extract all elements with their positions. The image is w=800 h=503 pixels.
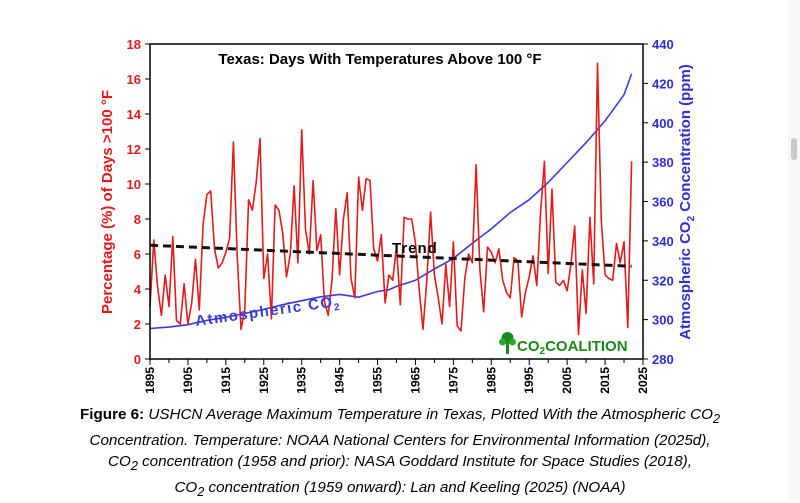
y-axis-label-right-sub: 2 [686, 215, 697, 221]
caption-figure-label: Figure 6: [80, 406, 145, 423]
y-tick-label-right: 280 [652, 352, 674, 367]
y-tick-label-right: 320 [652, 273, 674, 288]
caption-line-4-post: concentration (1959 onward): Lan and Kee… [204, 479, 626, 497]
plot-frame [149, 43, 644, 360]
caption-line-3-pre: CO [108, 453, 131, 471]
y-tick-label-left: 14 [127, 107, 142, 122]
y-tick-label-left: 18 [127, 37, 141, 52]
co2-annotation-sub: 2 [333, 302, 342, 314]
y-tick-label-right: 420 [652, 76, 674, 91]
y-tick-label-left: 16 [127, 72, 141, 87]
trend-label: Trend [392, 240, 438, 257]
logo-co2-sub: 2 [540, 346, 546, 357]
y-tick-label-left: 10 [127, 177, 141, 192]
x-tick-label: 2025 [636, 367, 650, 394]
x-tick-label: 1895 [143, 367, 157, 394]
x-tick-label: 2015 [598, 367, 612, 394]
caption-line-3-post: concentration (1958 and prior): NASA God… [137, 453, 692, 471]
x-tick-label: 1995 [522, 367, 536, 394]
scrollbar-thumb[interactable] [791, 138, 797, 160]
caption-line-1: Figure 6: USHCN Average Maximum Temperat… [40, 404, 760, 430]
chart: Texas: Days With Temperatures Above 100 … [99, 37, 697, 394]
x-tick-label: 1915 [219, 367, 233, 394]
co2-series-line [149, 73, 633, 330]
caption-line-3: CO2 concentration (1958 and prior): NASA… [40, 451, 760, 477]
caption-line-1-text: USHCN Average Maximum Temperature in Tex… [144, 406, 713, 423]
y-tick-label-right: 340 [652, 234, 674, 249]
y-tick-label-left: 12 [127, 142, 141, 157]
y-tick-label-left: 6 [134, 247, 141, 262]
caption-line-4-sub: 2 [197, 485, 205, 500]
y-axis-label-left: Percentage (%) of Days >100 °F [99, 90, 116, 314]
tree-icon [499, 332, 516, 354]
x-tick-label: 1935 [295, 367, 309, 394]
y-tick-label-left: 4 [134, 282, 142, 297]
y-axis-label-right: Atmospheric CO2 Concentration (ppm) [677, 64, 697, 340]
logo-co2-pre: CO [517, 338, 540, 355]
co2-coalition-logo: CO2COALITION [499, 332, 628, 357]
x-tick-label: 1955 [371, 367, 385, 394]
y-tick-label-left: 2 [134, 317, 141, 332]
chart-title: Texas: Days With Temperatures Above 100 … [218, 51, 541, 68]
y-tick-label-right: 440 [652, 37, 674, 52]
x-tick-label: 1965 [408, 367, 422, 394]
y-tick-label-right: 380 [652, 155, 674, 170]
x-tick-label: 1925 [257, 367, 271, 394]
y-ticks-left: 0 2 4 6 8 10 12 14 16 18 [127, 37, 150, 367]
x-tick-label: 1945 [333, 367, 347, 394]
y-tick-label-right: 400 [652, 116, 674, 131]
y-tick-label-left: 0 [134, 352, 141, 367]
y-tick-label-left: 8 [134, 212, 141, 227]
x-tick-label: 1975 [446, 367, 460, 394]
page-scrollbar[interactable] [788, 0, 800, 500]
caption-line-4-pre: CO [174, 479, 198, 497]
x-tick-label: 2005 [560, 367, 574, 394]
caption-line-3-sub: 2 [130, 459, 138, 474]
y-axis-label-right-pre: Atmospheric CO [677, 221, 694, 340]
svg-text:CO2COALITION: CO2COALITION [517, 338, 628, 357]
caption-line-4: CO2 concentration (1959 onward): Lan and… [40, 477, 760, 503]
x-ticks: 1895 1905 1915 1925 1935 1945 1955 1965 1975 1985… [143, 359, 650, 394]
caption-line-2: Concentration. Temperature: NOAA Nationa… [89, 432, 711, 450]
y-tick-label-right: 360 [652, 195, 674, 210]
co2-annotation-pre: Atmospheric CO [194, 294, 334, 330]
temperature-series-line [149, 62, 633, 336]
y-ticks-right: 280 300 320 340 360 380 400 420 440 [643, 37, 674, 367]
co2-annotation: Atmospheric CO2 [194, 293, 342, 333]
trend-line [149, 243, 632, 268]
x-tick-label: 1985 [484, 367, 498, 394]
figure-caption: Figure 6: USHCN Average Maximum Temperat… [40, 404, 760, 503]
caption-line-1-sub: 2 [712, 412, 720, 427]
x-tick-label: 1905 [181, 367, 195, 394]
y-tick-label-right: 300 [652, 313, 674, 328]
y-axis-label-right-post: Concentration (ppm) [677, 64, 694, 216]
logo-coalition: COALITION [545, 338, 628, 355]
